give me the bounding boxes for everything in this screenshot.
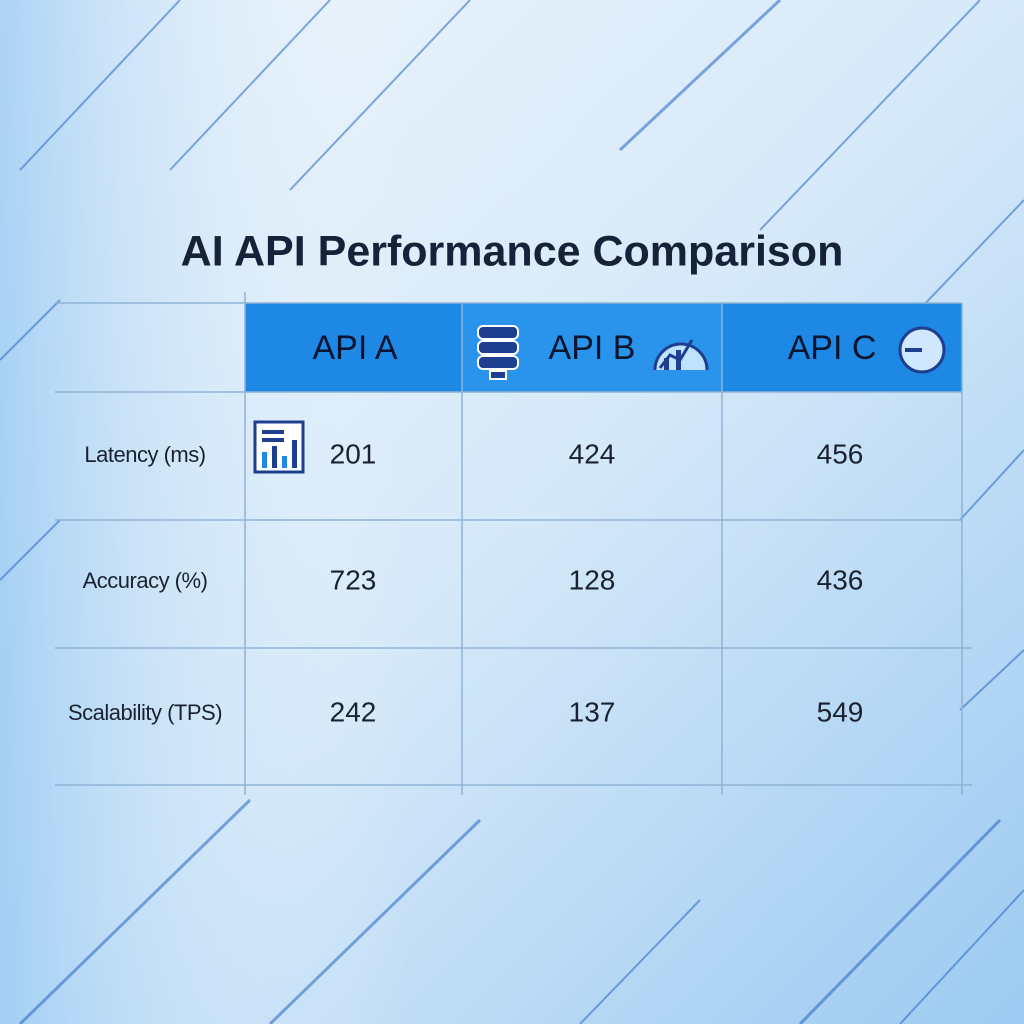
cell-value: 723 — [330, 564, 377, 595]
cell-value: 128 — [569, 564, 616, 595]
clock-icon — [898, 326, 946, 374]
cell-value: 549 — [817, 696, 864, 727]
cell-value: 201 — [330, 438, 377, 469]
table-grid — [55, 292, 972, 795]
row-label: Accuracy (%) — [83, 568, 208, 593]
column-header: API B — [549, 329, 636, 367]
title: AI API Performance Comparison — [181, 227, 844, 275]
cell-value: 436 — [817, 564, 864, 595]
cell-value: 424 — [569, 438, 616, 469]
row-label: Scalability (TPS) — [68, 700, 222, 725]
column-header: API C — [788, 329, 877, 367]
cell-value: 456 — [817, 438, 864, 469]
database-icon — [477, 325, 519, 380]
cell-value: 242 — [330, 696, 377, 727]
report-icon — [253, 420, 305, 474]
cell-value: 137 — [569, 696, 616, 727]
row-label: Latency (ms) — [84, 442, 205, 467]
chart-gauge-icon — [653, 339, 709, 371]
column-header: API A — [312, 329, 397, 367]
